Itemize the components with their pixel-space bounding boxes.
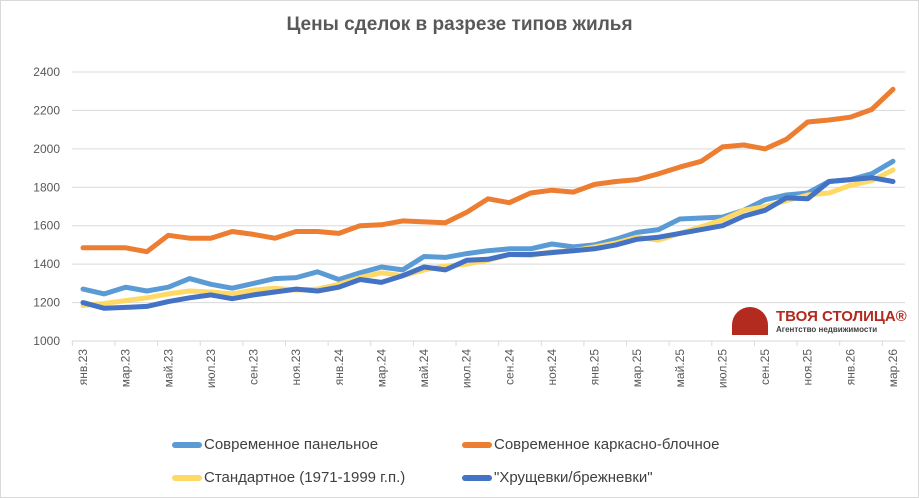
chart-title: Цены сделок в разрезе типов жилья — [286, 14, 633, 35]
x-tick-label: мар.23 — [119, 349, 133, 388]
y-tick-label: 1000 — [33, 334, 60, 348]
x-tick-label: июл.25 — [715, 349, 729, 388]
legend-item-standard: Стандартное (1971-1999 г.п.) — [172, 469, 405, 486]
x-tick-label: май.25 — [673, 349, 687, 388]
x-tick-label: мар.25 — [630, 349, 644, 388]
logo-name: ТВОЯ СТОЛИЦА® — [776, 308, 907, 325]
x-tick-label: май.24 — [417, 349, 431, 388]
y-tick-label: 1200 — [33, 296, 60, 310]
x-tick-label: ноя.23 — [289, 349, 303, 386]
legend-swatch — [462, 474, 492, 481]
legend-swatch — [172, 441, 202, 448]
series-line — [80, 158, 896, 297]
y-tick-label: 2000 — [33, 142, 60, 156]
x-tick-label: ноя.25 — [801, 349, 815, 386]
legend-label: "Хрущевки/брежневки" — [494, 469, 653, 486]
x-tick-label: янв.24 — [332, 349, 346, 386]
x-tick-label: мар.24 — [374, 349, 388, 388]
y-tick-label: 1400 — [33, 257, 60, 271]
x-tick-label: янв.25 — [588, 349, 602, 386]
series-line — [80, 86, 896, 255]
legend-item-panel: Современное панельное — [172, 436, 378, 453]
x-tick-label: ноя.24 — [545, 349, 559, 386]
y-tick-label: 1800 — [33, 180, 60, 194]
legend-label: Современное панельное — [204, 436, 379, 453]
x-tick-label: сен.25 — [758, 349, 772, 385]
y-tick-label: 2200 — [33, 103, 60, 117]
company-logo: ТВОЯ СТОЛИЦА® Агентство недвижимости — [732, 307, 907, 335]
legend-item-frame-block: Современное каркасно-блочное — [462, 436, 719, 453]
legend-swatch — [172, 474, 202, 481]
legend-label: Современное каркасно-блочное — [494, 436, 720, 453]
legend-item-khrushchevki: "Хрущевки/брежневки" — [462, 469, 653, 486]
x-tick-label: янв.26 — [843, 349, 857, 386]
x-tick-label: мар.26 — [886, 349, 900, 388]
y-tick-label: 1600 — [33, 219, 60, 233]
x-tick-label: май.23 — [161, 349, 175, 388]
building-logo-icon — [732, 307, 768, 335]
x-tick-label: июл.24 — [460, 349, 474, 388]
x-tick-label: июл.23 — [204, 349, 218, 388]
logo-subtitle: Агентство недвижимости — [776, 325, 878, 334]
legend-label: Стандартное (1971-1999 г.п.) — [204, 469, 406, 486]
x-tick-label: сен.23 — [247, 349, 261, 385]
legend-swatch — [462, 441, 492, 448]
y-tick-label: 2400 — [33, 65, 60, 79]
x-tick-label: сен.24 — [502, 349, 516, 385]
x-tick-label: янв.23 — [76, 349, 90, 386]
